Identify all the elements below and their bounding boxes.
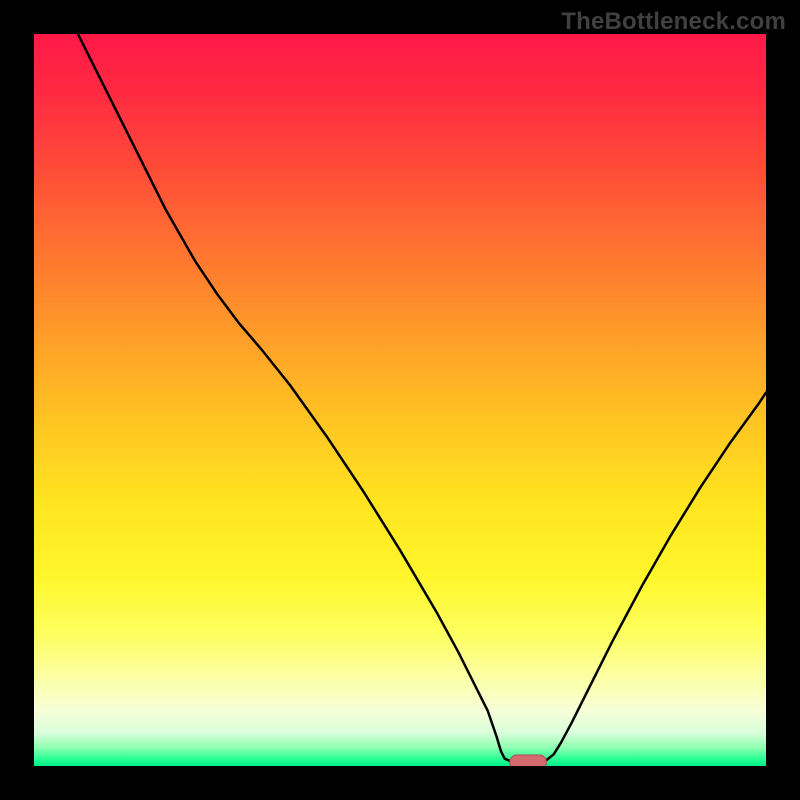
watermark-label: TheBottleneck.com [561, 8, 786, 36]
chart-container: TheBottleneck.com [0, 0, 800, 800]
plot-background [34, 34, 766, 766]
bottleneck-chart [0, 0, 800, 800]
